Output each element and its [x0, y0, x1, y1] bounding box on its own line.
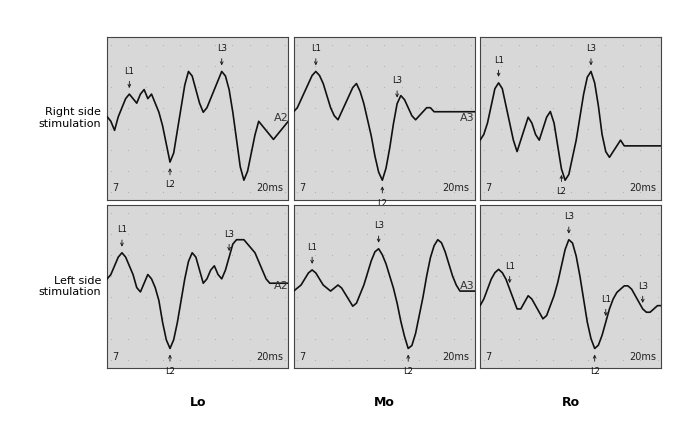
- Text: 20ms: 20ms: [442, 183, 469, 193]
- Text: 7: 7: [113, 351, 119, 362]
- Text: L1: L1: [311, 44, 321, 64]
- Text: L3: L3: [217, 44, 226, 64]
- Text: 7: 7: [485, 183, 492, 193]
- Text: 7: 7: [485, 351, 492, 362]
- Text: L3: L3: [638, 282, 648, 302]
- Text: L2: L2: [165, 169, 175, 190]
- Text: 7: 7: [113, 183, 119, 193]
- Text: L3: L3: [586, 44, 596, 64]
- Text: L2: L2: [403, 355, 413, 376]
- Text: L2: L2: [377, 187, 388, 207]
- Text: A3: A3: [460, 282, 474, 291]
- Text: A2: A2: [274, 282, 288, 291]
- Text: L1: L1: [505, 262, 515, 282]
- Text: 20ms: 20ms: [629, 183, 656, 193]
- Text: 7: 7: [299, 183, 305, 193]
- Text: Left side
stimulation: Left side stimulation: [38, 276, 101, 297]
- Text: L1: L1: [125, 67, 134, 87]
- Text: L3: L3: [564, 213, 574, 233]
- Text: L3: L3: [373, 222, 384, 242]
- Text: L1: L1: [117, 225, 127, 246]
- Text: L2: L2: [590, 355, 600, 376]
- Text: 20ms: 20ms: [256, 351, 283, 362]
- Text: Lo: Lo: [189, 396, 206, 409]
- Text: L1: L1: [601, 295, 611, 315]
- Text: A3: A3: [460, 113, 474, 123]
- Text: 7: 7: [299, 351, 305, 362]
- Text: Mo: Mo: [374, 396, 394, 409]
- Text: Right side
stimulation: Right side stimulation: [38, 107, 101, 129]
- Text: L3: L3: [224, 230, 234, 250]
- Text: L2: L2: [165, 355, 175, 376]
- Text: 20ms: 20ms: [442, 351, 469, 362]
- Text: 20ms: 20ms: [629, 351, 656, 362]
- Text: A2: A2: [274, 113, 288, 123]
- Text: L1: L1: [307, 242, 317, 263]
- Text: L2: L2: [557, 176, 566, 196]
- Text: Ro: Ro: [561, 396, 580, 409]
- Text: L3: L3: [392, 76, 402, 97]
- Text: L1: L1: [493, 55, 503, 76]
- Text: 20ms: 20ms: [256, 183, 283, 193]
